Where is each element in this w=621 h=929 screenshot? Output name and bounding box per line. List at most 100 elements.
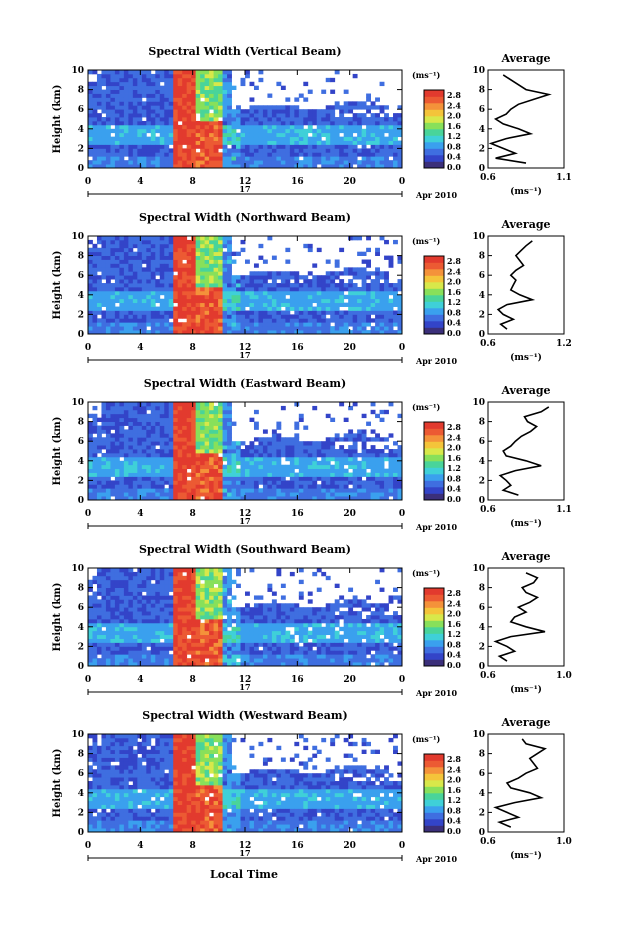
colorbar-swatch (424, 288, 444, 296)
heatmap-cell (177, 97, 183, 102)
heatmap-cell (303, 290, 309, 296)
heatmap-cell (276, 480, 282, 485)
heatmap-cell (213, 77, 219, 83)
heatmap-cell (262, 472, 268, 477)
heatmap-cell (132, 81, 138, 87)
heatmap-cell (334, 456, 340, 462)
heatmap-cell (173, 421, 179, 426)
heatmap-cell (339, 326, 345, 331)
heatmap-cell (119, 607, 125, 612)
heatmap-cell (110, 409, 116, 415)
heatmap-cell (271, 433, 277, 438)
heatmap-cell (298, 413, 304, 419)
heatmap-cell (168, 148, 174, 153)
heatmap-cell (204, 128, 210, 134)
heatmap-cell (348, 452, 354, 458)
heatmap-cell (195, 286, 201, 292)
heatmap-cell (379, 318, 385, 323)
heatmap-cell (96, 630, 102, 636)
heatmap-cell (253, 480, 259, 485)
heatmap-cell (150, 611, 156, 616)
heatmap-cell (173, 152, 179, 157)
heatmap-cell (384, 140, 389, 145)
heatmap-cell (110, 622, 116, 628)
colorbar-tick-label: 2.8 (447, 90, 461, 100)
heatmap-cell (343, 105, 349, 110)
heatmap-cell (159, 488, 165, 493)
heatmap-cell (366, 105, 371, 110)
heatmap-cell (321, 310, 327, 315)
heatmap-cell (177, 101, 183, 106)
heatmap-cell (227, 117, 232, 122)
heatmap-cell (173, 405, 179, 411)
heatmap-cell (173, 294, 179, 300)
heatmap-cell (110, 626, 116, 632)
heatmap-cell (330, 286, 336, 292)
heatmap-cell (339, 314, 345, 319)
heatmap-cell (96, 286, 102, 292)
heatmap-cell (155, 662, 161, 667)
heatmap-cell (182, 290, 188, 296)
heatmap-cell (307, 243, 313, 249)
heatmap-cell (366, 283, 371, 288)
heatmap-cell (123, 77, 129, 83)
heatmap-cell (227, 413, 232, 419)
heatmap-cell (159, 156, 165, 161)
heatmap-cell (307, 286, 313, 292)
heatmap-cell (195, 160, 201, 165)
heatmap-cell (352, 286, 358, 292)
heatmap-cell (316, 326, 322, 331)
heatmap-cell (298, 286, 304, 292)
heatmap-cell (168, 622, 174, 628)
heatmap-cell (357, 136, 363, 141)
heatmap-cell (150, 456, 156, 462)
heatmap-cell (191, 283, 197, 288)
heatmap-cell (173, 117, 179, 122)
heatmap-cell (285, 298, 291, 304)
heatmap-cell (334, 286, 340, 292)
heatmap-cell (348, 306, 354, 311)
heatmap-cell (258, 322, 264, 327)
heatmap-cell (330, 290, 336, 296)
heatmap-cell (92, 144, 98, 149)
heatmap-cell (213, 160, 219, 165)
heatmap-cell (195, 429, 201, 434)
heatmap-cell (258, 302, 264, 307)
heatmap-cell (218, 405, 223, 411)
heatmap-cell (384, 279, 389, 284)
heatmap-cell (150, 322, 156, 327)
heatmap-cell (339, 318, 345, 323)
heatmap-cell (245, 73, 250, 79)
heatmap-cell (227, 429, 232, 434)
heatmap-cell (146, 662, 152, 667)
heatmap-cell (114, 409, 120, 415)
heatmap-cell (285, 275, 291, 280)
heatmap-cell (191, 622, 197, 628)
heatmap-cell (227, 70, 232, 75)
heatmap-cell (289, 132, 295, 138)
heatmap-cell (280, 128, 286, 134)
heatmap-cell (155, 109, 161, 114)
heatmap-cell (96, 298, 102, 304)
x-tick-label: 20 (343, 177, 356, 187)
heatmap-cell (245, 318, 250, 323)
heatmap-cell (105, 144, 111, 149)
heatmap-cell (245, 326, 250, 331)
heatmap-cell (343, 449, 349, 454)
heatmap-cell (227, 247, 232, 253)
heatmap-cell (119, 658, 125, 663)
heatmap-cell (213, 460, 219, 466)
heatmap-cell (164, 642, 170, 647)
heatmap-cell (119, 417, 125, 422)
heatmap-cell (253, 330, 259, 335)
heatmap-cell (330, 314, 336, 319)
heatmap-cell (119, 480, 125, 485)
heatmap-cell (92, 255, 98, 260)
heatmap-cell (294, 425, 300, 430)
heatmap-cell (88, 595, 93, 600)
heatmap-cell (388, 160, 394, 165)
heatmap-cell (128, 456, 134, 462)
heatmap-cell (285, 124, 291, 130)
heatmap-cell (88, 468, 93, 473)
heatmap-cell (137, 492, 143, 497)
